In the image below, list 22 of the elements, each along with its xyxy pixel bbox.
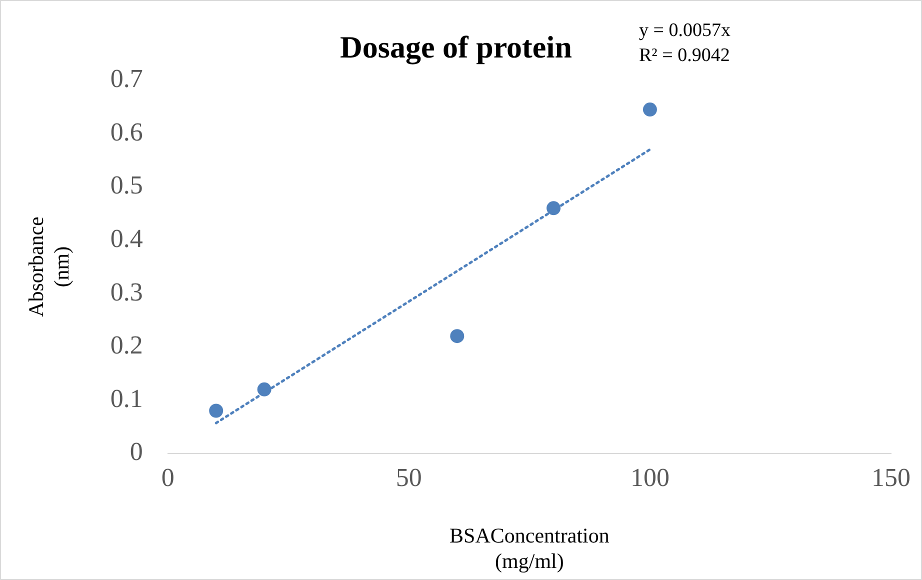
chart-title: Dosage of protein [340,30,572,65]
x-tick-label: 100 [630,462,670,492]
text: y = 0.0057x [639,20,731,41]
y-tick-label: 0.7 [110,64,143,94]
x-tick-label: 150 [872,462,910,492]
x-axis-title: BSAConcentration (mg/ml) [450,524,610,573]
text: R² = 0.9042 [639,44,730,66]
point [642,102,657,117]
point [450,329,464,344]
point [546,201,561,216]
y-tick-label: 0.5 [110,170,143,200]
y-tick-label: 0.3 [110,277,143,306]
y-tick-label: 0.4 [110,224,143,253]
point [257,382,272,396]
x-tick-label: 50 [396,462,422,492]
y-tick-label: 0 [130,437,143,466]
y-tick-label: 0.6 [110,117,143,146]
x-tick-label: 0 [161,462,174,492]
point [209,404,224,418]
y-tick-label: 0.1 [110,384,143,413]
y-tick-label: 0.2 [110,330,143,360]
y-axis-title: Absorbance (nm) [24,216,74,317]
